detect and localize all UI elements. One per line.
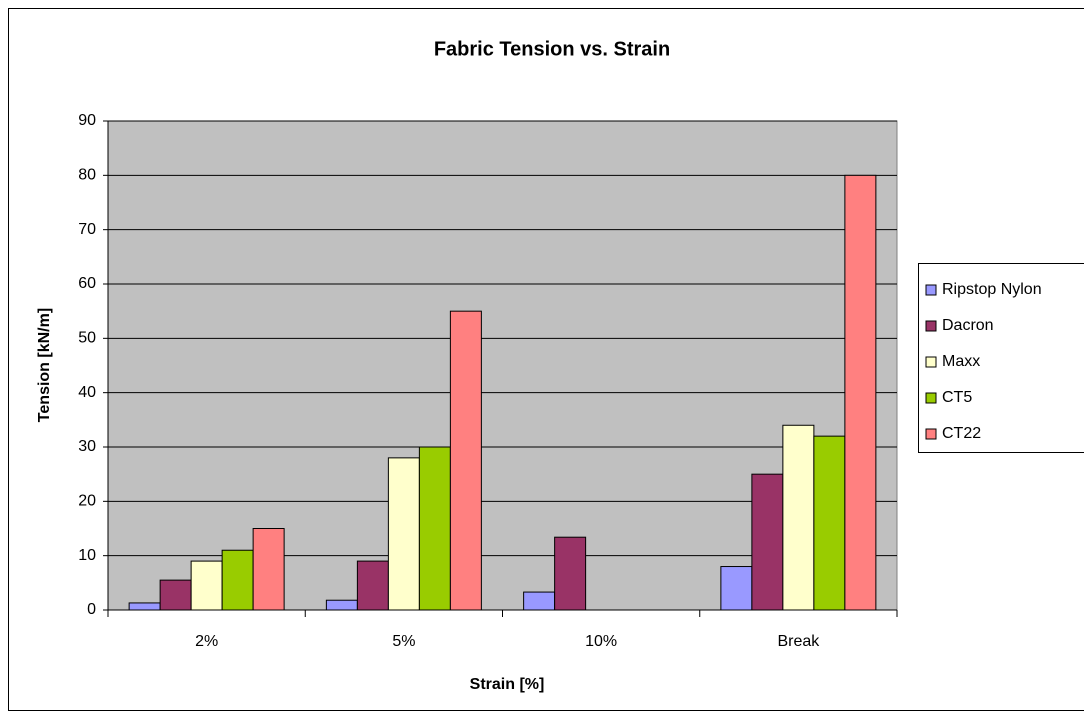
- bar: [554, 536, 587, 611]
- legend-swatch: [925, 284, 937, 296]
- bar: [325, 599, 358, 611]
- bar: [523, 591, 556, 611]
- x-tick-label: 2%: [195, 633, 218, 650]
- y-tick-label: 20: [78, 493, 96, 510]
- bar: [387, 457, 420, 611]
- bar: [221, 549, 254, 611]
- y-tick-label: 40: [78, 384, 96, 401]
- legend-label: Dacron: [942, 317, 994, 334]
- bar: [418, 446, 451, 611]
- y-tick-label: 50: [78, 330, 96, 347]
- x-tick-label: Break: [777, 633, 820, 650]
- y-tick-label: 90: [78, 112, 96, 129]
- legend-swatch: [925, 428, 937, 440]
- bar: [252, 528, 285, 611]
- legend-label: CT22: [942, 425, 981, 442]
- x-tick-label: 5%: [392, 633, 415, 650]
- legend-box: [918, 263, 1084, 453]
- bar: [751, 473, 784, 611]
- legend-label: Ripstop Nylon: [942, 281, 1042, 298]
- bar: [813, 435, 846, 611]
- x-axis-label: Strain [%]: [470, 676, 545, 693]
- bar: [844, 174, 877, 611]
- chart-title: Fabric Tension vs. Strain: [434, 38, 670, 60]
- y-axis-label: Tension [kN/m]: [36, 308, 53, 422]
- y-tick-label: 60: [78, 275, 96, 292]
- legend-label: CT5: [942, 389, 972, 406]
- legend-swatch: [925, 392, 937, 404]
- bar: [356, 560, 389, 611]
- legend-swatch: [925, 356, 937, 368]
- y-tick-label: 80: [78, 167, 96, 184]
- bar: [720, 566, 753, 611]
- x-tick-label: 10%: [585, 633, 617, 650]
- legend-swatch: [925, 320, 937, 332]
- bar: [190, 560, 223, 611]
- bar: [449, 310, 482, 611]
- y-tick-label: 0: [87, 601, 96, 618]
- y-tick-label: 10: [78, 547, 96, 564]
- bar: [782, 424, 815, 611]
- y-tick-label: 30: [78, 438, 96, 455]
- legend-label: Maxx: [942, 353, 980, 370]
- bar: [159, 579, 192, 611]
- bar: [128, 602, 161, 611]
- y-tick-label: 70: [78, 221, 96, 238]
